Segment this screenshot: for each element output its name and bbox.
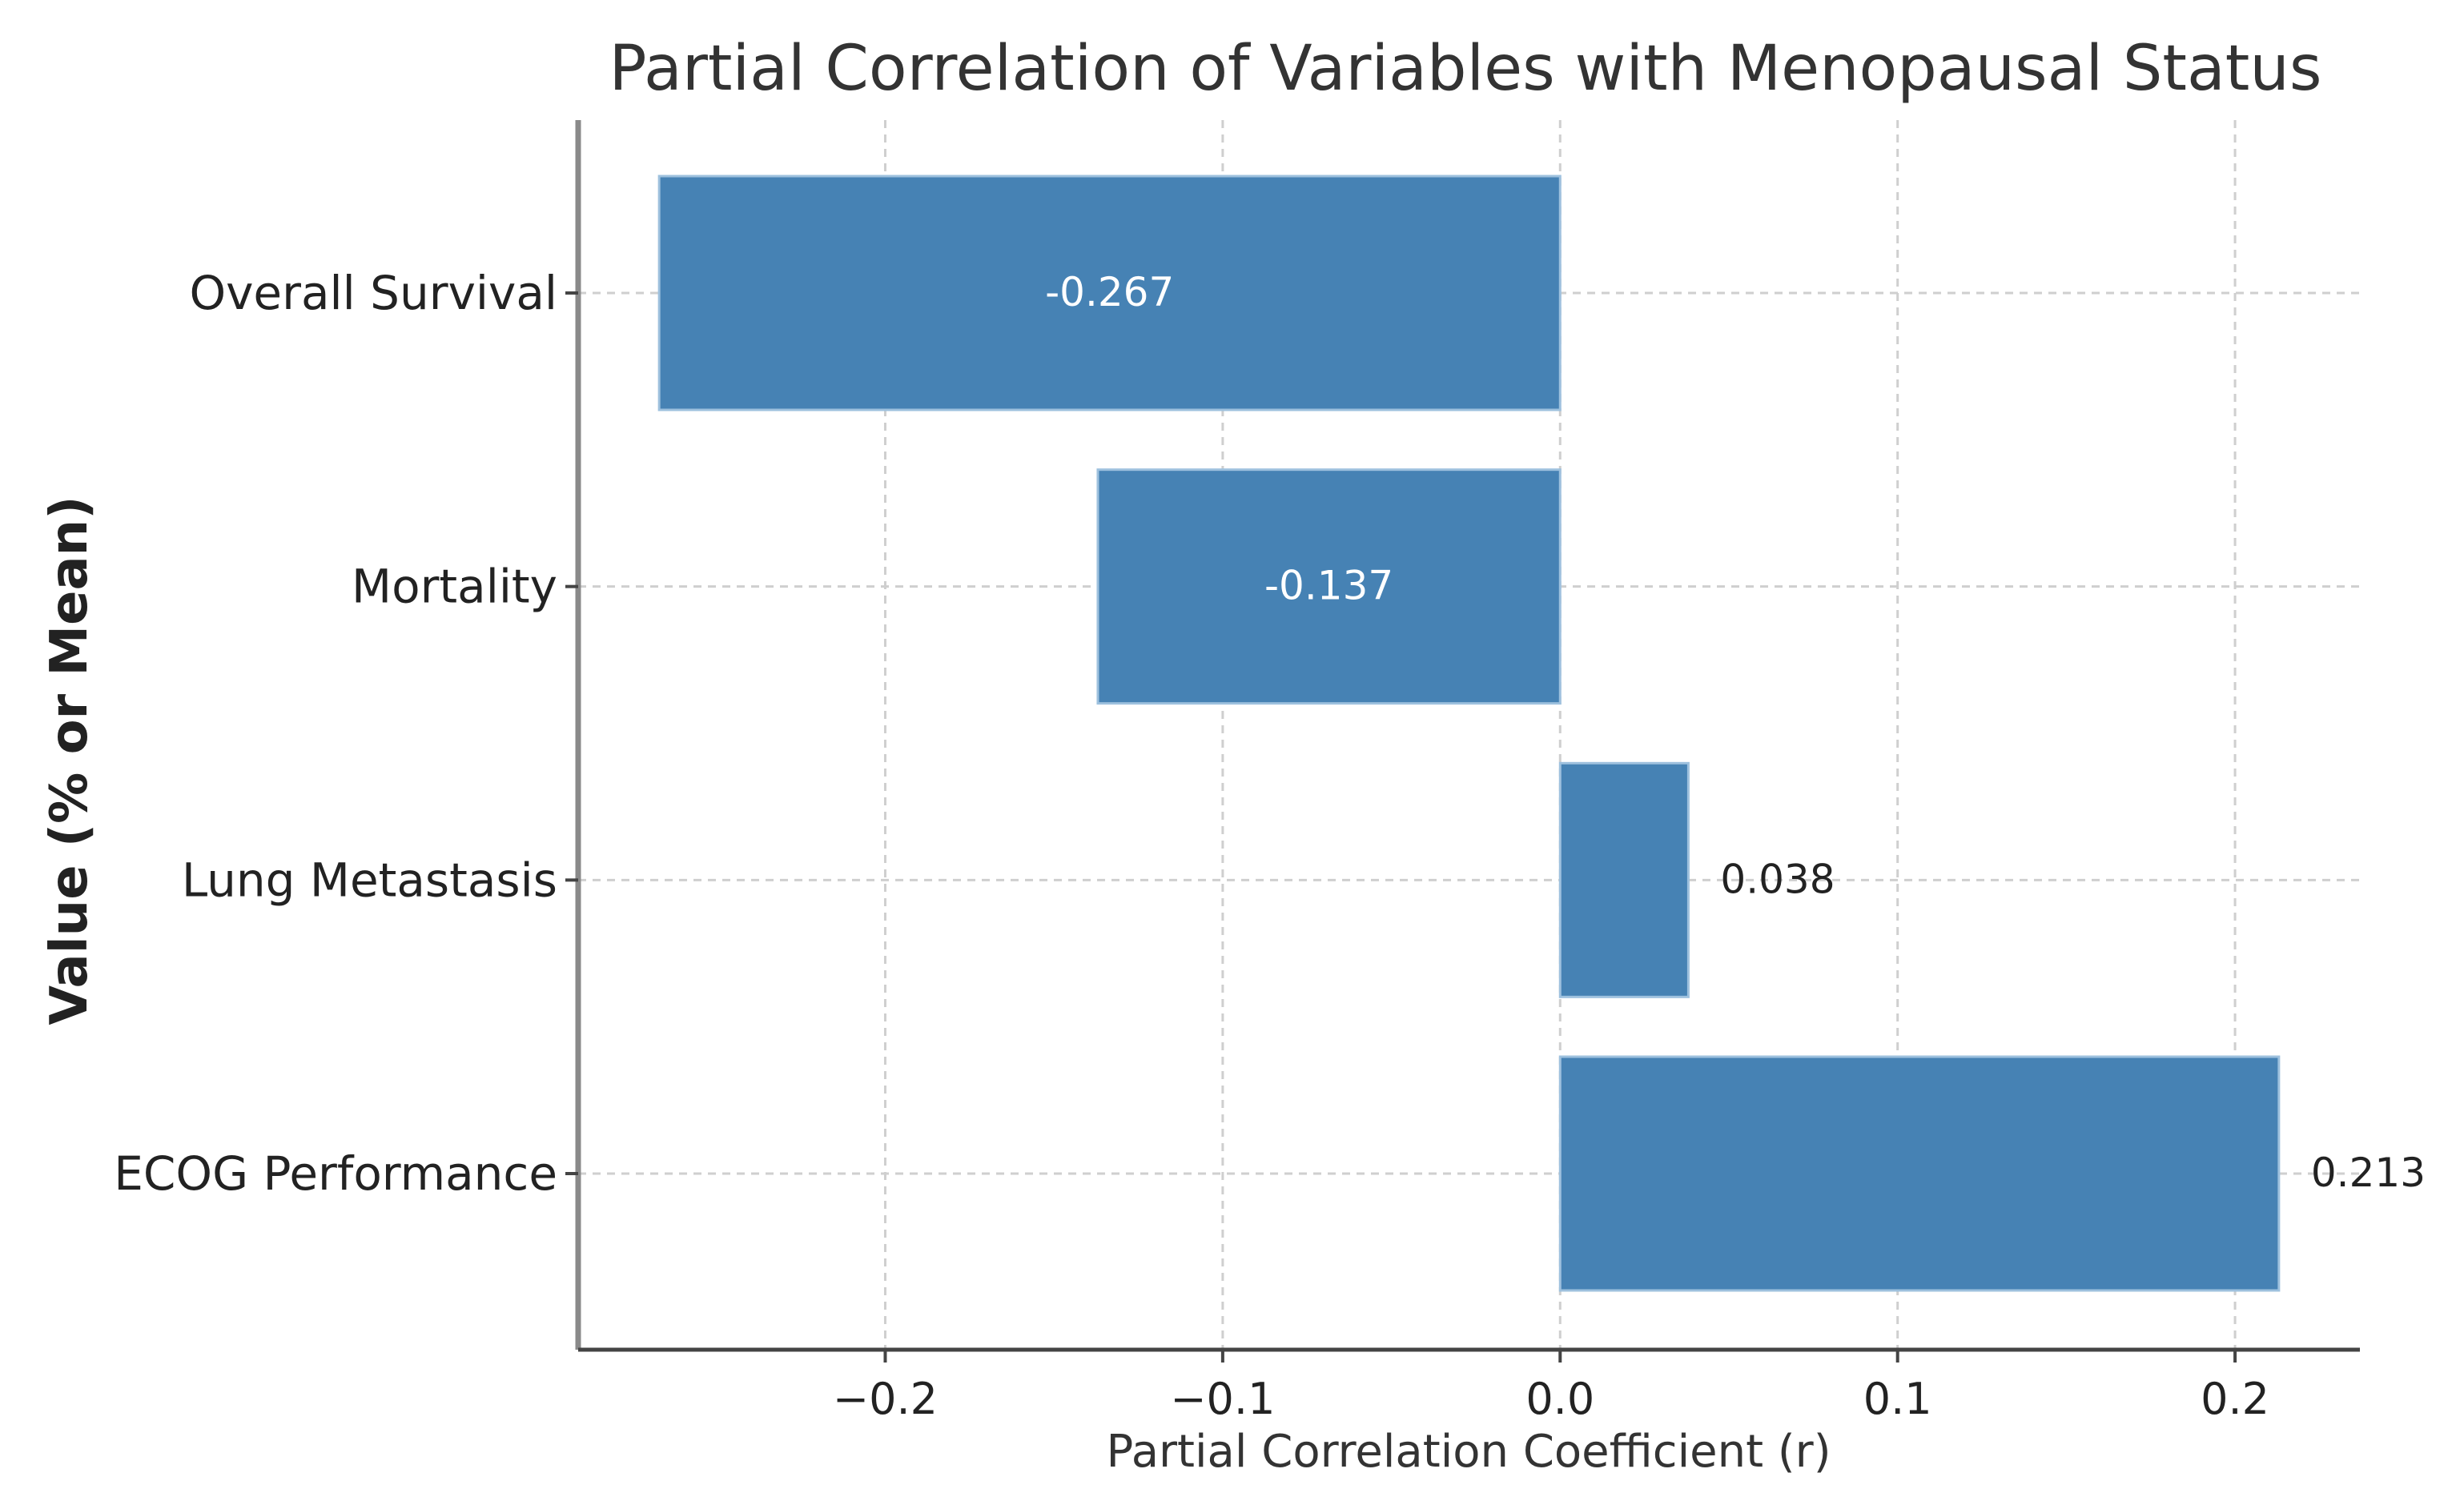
- x-tick-label: 0.2: [2201, 1374, 2269, 1424]
- x-tick-label: −0.2: [833, 1374, 938, 1424]
- x-tick-label: 0.0: [1525, 1374, 1594, 1424]
- bar: [1558, 761, 1690, 998]
- data-label: -0.137: [1264, 563, 1393, 609]
- bar: [1096, 468, 1562, 705]
- data-label: 0.038: [1720, 856, 1835, 902]
- bar: [1558, 1055, 2281, 1292]
- data-label: -0.267: [1045, 269, 1174, 315]
- data-label: 0.213: [2311, 1150, 2426, 1196]
- bars: -0.267 -0.137 0.038 0.213: [657, 175, 2426, 1292]
- bar: [657, 175, 1562, 411]
- category-label: Lung Metastasis: [182, 853, 557, 907]
- category-label: Overall Survival: [189, 266, 557, 320]
- category-label: ECOG Performance: [114, 1146, 557, 1201]
- x-tick-label: −0.1: [1170, 1374, 1275, 1424]
- x-tick-label: 0.1: [1863, 1374, 1932, 1424]
- x-axis-label: Partial Correlation Coefficient (r): [1106, 1426, 1831, 1478]
- y-axis-label: Value (% or Mean): [40, 496, 99, 1025]
- category-label: Mortality: [352, 560, 557, 614]
- y-ticks: Overall Survival Mortality Lung Metastasis…: [114, 266, 578, 1201]
- chart-title: Partial Correlation of Variables with Me…: [609, 33, 2322, 105]
- x-ticks: −0.2 −0.1 0.0 0.1 0.2: [833, 1350, 2269, 1424]
